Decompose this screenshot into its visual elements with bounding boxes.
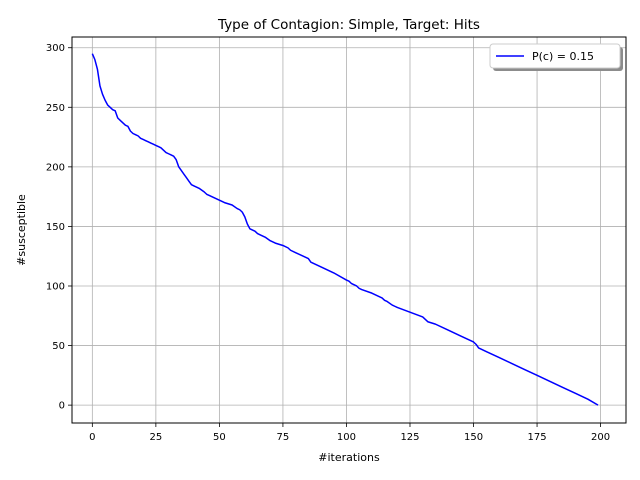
y-tick-label: 200 [46,162,65,173]
x-tick-label: 75 [277,432,290,443]
plot-frame [71,36,627,424]
x-tick-label: 175 [528,432,547,443]
y-tick-label: 100 [46,281,65,292]
axis-ticks: 0 25 50 75 100 125 150 175 200 0 50 100 150 200 250 300 [46,43,610,443]
y-tick-label: 150 [46,222,65,233]
x-axis-label: #iterations [318,451,380,464]
y-tick-label: 300 [46,43,65,54]
legend-box [489,43,621,69]
x-tick-label: 200 [591,432,610,443]
chart-title: Type of Contagion: Simple, Target: Hits [217,17,480,33]
y-tick-label: 50 [52,341,65,352]
legend-label: P(c) = 0.15 [532,50,594,63]
x-tick-label: 100 [337,432,356,443]
series-line [91,53,599,406]
x-tick-label: 150 [464,432,483,443]
x-tick-label: 25 [149,432,162,443]
grid-lines [72,37,626,423]
y-axis-label: #susceptible [15,194,28,266]
x-tick-label: 50 [213,432,226,443]
y-tick-label: 0 [59,401,65,412]
x-tick-label: 0 [89,432,95,443]
x-tick-label: 125 [400,432,419,443]
series-lines [91,53,599,406]
y-tick-label: 250 [46,103,65,114]
legend: P(c) = 0.15 [489,43,623,71]
